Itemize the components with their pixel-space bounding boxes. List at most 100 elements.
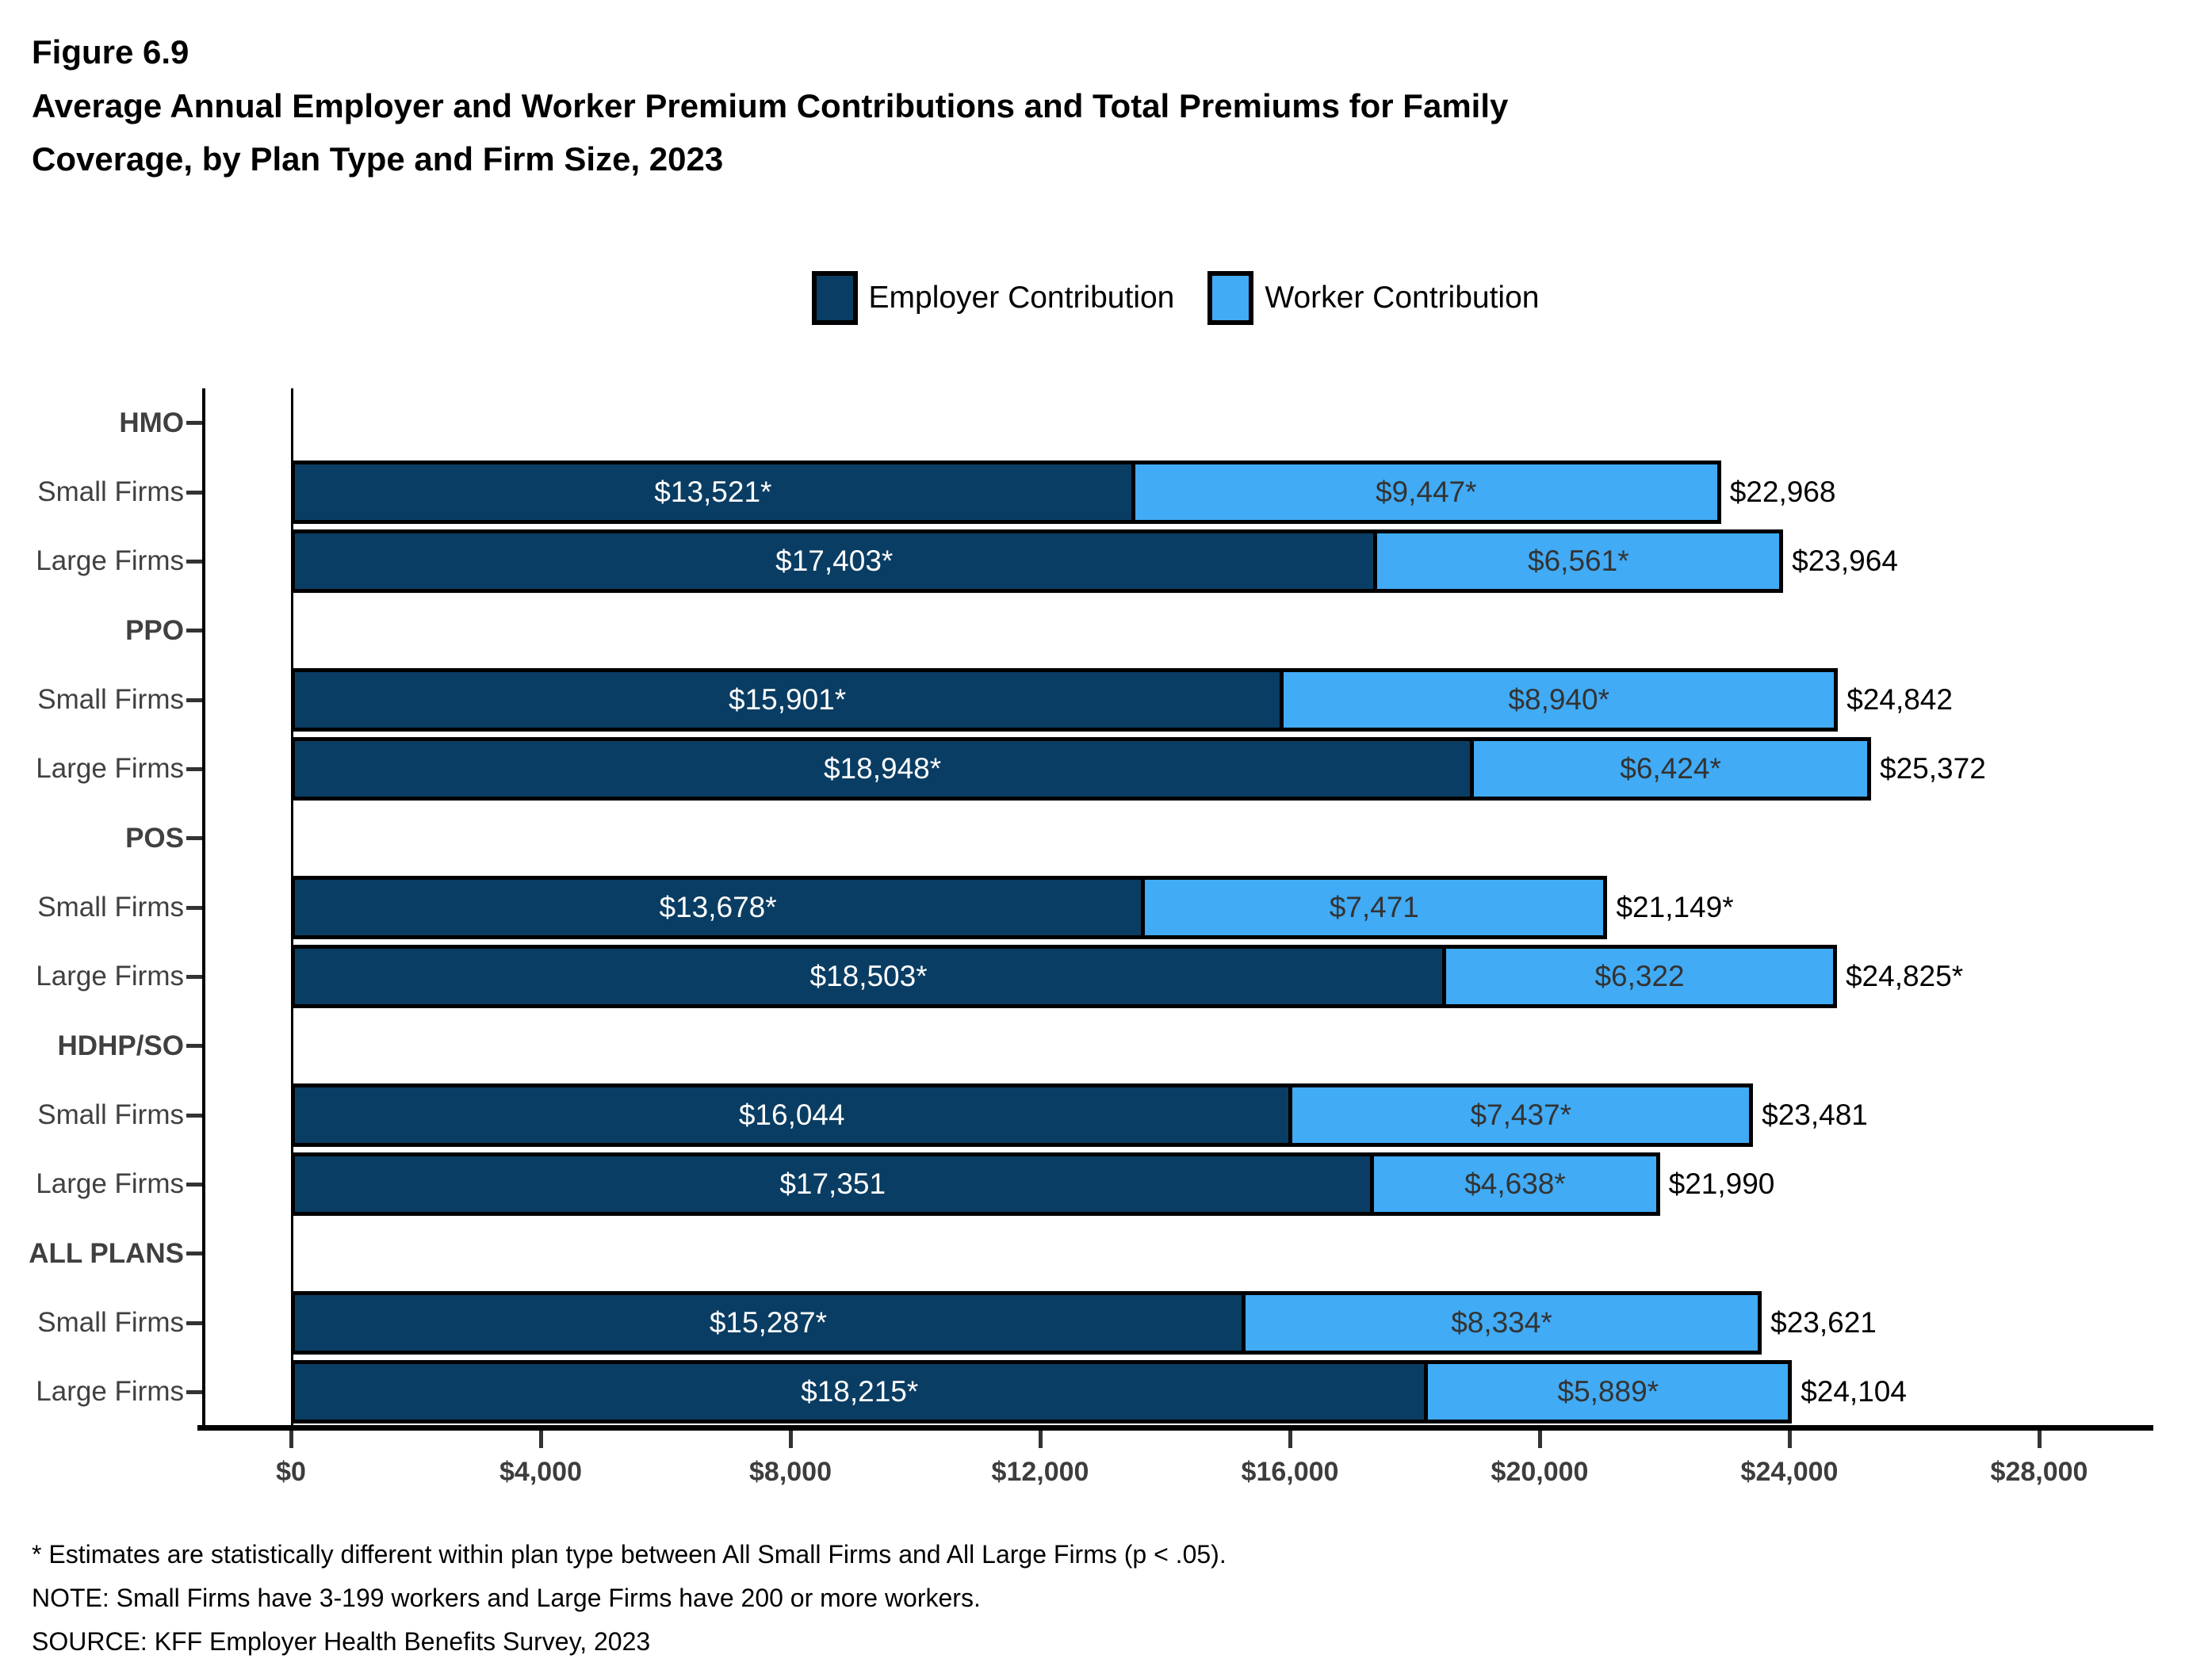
x-axis-tick: [1288, 1431, 1292, 1448]
x-axis-tick: [1537, 1431, 1542, 1448]
y-label-group: ALL PLANS: [29, 1237, 184, 1269]
total-premium-label: $21,990: [1668, 1167, 1775, 1201]
y-axis-tick: [186, 974, 202, 979]
y-axis-tick: [186, 421, 202, 426]
worker-contribution-segment: $6,424*: [1470, 737, 1872, 801]
employer-contribution-segment: $17,351: [291, 1152, 1375, 1217]
total-premium-label: $22,968: [1729, 476, 1836, 508]
y-axis-tick: [186, 836, 202, 841]
plot-area: $13,521* $9,447* $22,968 $17,403* $6,561* $23…: [186, 388, 2153, 1487]
y-label-row: Large Firms: [36, 753, 184, 785]
y-axis-tick: [186, 1113, 202, 1118]
employer-contribution-segment: $15,287*: [291, 1291, 1246, 1355]
employer-contribution-segment: $18,503*: [291, 945, 1447, 1009]
employer-contribution-segment: $13,678*: [291, 876, 1146, 939]
y-axis-tick: [186, 559, 202, 564]
worker-contribution-segment: $6,561*: [1373, 529, 1784, 594]
employer-contribution-segment: $17,403*: [291, 529, 1378, 594]
bar-row: $18,948* $6,424*: [291, 737, 1872, 801]
title-block: Figure 6.9 Average Annual Employer and W…: [32, 33, 2093, 178]
x-axis-tick: [788, 1431, 793, 1448]
bar-row: $18,215* $5,889*: [291, 1360, 1793, 1424]
bar-row: $16,044 $7,437*: [291, 1083, 1754, 1147]
worker-contribution-segment: $5,889*: [1424, 1360, 1793, 1424]
y-label-group: POS: [125, 822, 184, 854]
footnote-source: SOURCE: KFF Employer Health Benefits Sur…: [32, 1627, 651, 1656]
x-axis-tick: [2037, 1431, 2042, 1448]
x-axis-tick-label: $28,000: [1990, 1457, 2088, 1487]
bar-row: $18,503* $6,322: [291, 945, 1837, 1009]
y-label-row: Large Firms: [36, 961, 184, 992]
bar-row: $15,901* $8,940*: [291, 668, 1839, 732]
y-label-group: HDHP/SO: [57, 1030, 184, 1061]
y-axis-tick: [186, 697, 202, 702]
chart-title-line-1: Average Annual Employer and Worker Premi…: [32, 87, 1509, 124]
x-axis-tick-label: $0: [276, 1457, 306, 1487]
total-premium-label: $23,621: [1770, 1306, 1877, 1339]
worker-swatch-icon: [1207, 271, 1254, 325]
worker-contribution-segment: $6,322: [1442, 945, 1837, 1009]
footnote-note: NOTE: Small Firms have 3-199 workers and…: [32, 1584, 981, 1612]
total-premium-label: $23,481: [1762, 1099, 1868, 1131]
y-axis-tick: [186, 1182, 202, 1187]
chart-title-line-2: Coverage, by Plan Type and Firm Size, 20…: [32, 140, 724, 178]
x-axis-tick-label: $4,000: [499, 1457, 582, 1487]
x-axis-tick: [289, 1431, 293, 1448]
y-label-row: Large Firms: [36, 1376, 184, 1408]
x-axis-tick-label: $24,000: [1740, 1457, 1839, 1487]
x-axis-tick: [1787, 1431, 1792, 1448]
y-axis-tick: [186, 490, 202, 495]
employer-contribution-segment: $18,948*: [291, 737, 1475, 801]
legend: Employer Contribution Worker Contributio…: [202, 271, 2149, 325]
worker-contribution-segment: $7,437*: [1288, 1083, 1754, 1147]
x-axis-tick: [538, 1431, 543, 1448]
worker-contribution-segment: $8,940*: [1280, 668, 1839, 732]
y-label-row: Small Firms: [37, 476, 184, 507]
y-label-group: PPO: [125, 614, 184, 646]
total-premium-label: $21,149*: [1616, 891, 1734, 923]
bar-row: $17,403* $6,561*: [291, 529, 1784, 594]
worker-contribution-segment: $9,447*: [1131, 460, 1721, 524]
employer-contribution-segment: $15,901*: [291, 668, 1284, 732]
bar-row: $13,678* $7,471: [291, 876, 1608, 939]
y-axis-tick: [186, 1389, 202, 1394]
x-axis-tick-label: $8,000: [749, 1457, 832, 1487]
legend-label-employer: Employer Contribution: [868, 281, 1175, 315]
figure-label: Figure 6.9: [32, 33, 189, 71]
footnotes: * Estimates are statistically different …: [32, 1539, 2172, 1670]
x-axis-line: [197, 1425, 2153, 1431]
x-axis-tick-label: $16,000: [1241, 1457, 1339, 1487]
total-premium-label: $24,825*: [1845, 960, 1964, 993]
employer-contribution-segment: $18,215*: [291, 1360, 1429, 1424]
y-label-row: Large Firms: [36, 545, 184, 577]
worker-contribution-segment: $7,471: [1141, 876, 1608, 939]
y-axis-tick: [186, 1044, 202, 1049]
y-axis-tick: [186, 629, 202, 633]
bar-row: $13,521* $9,447*: [291, 460, 1721, 524]
legend-item-worker: Worker Contribution: [1207, 271, 1539, 325]
employer-contribution-segment: $16,044: [291, 1083, 1293, 1147]
y-axis-labels: HMO Small Firms Large Firms PPO Small Firms L…: [0, 388, 184, 1427]
total-premium-label: $23,964: [1792, 545, 1898, 578]
y-label-group: HMO: [119, 407, 184, 438]
y-label-row: Small Firms: [37, 684, 184, 715]
y-axis-tick: [186, 1320, 202, 1325]
y-label-row: Small Firms: [37, 1099, 184, 1130]
employer-swatch-icon: [811, 271, 858, 325]
x-axis-tick-label: $20,000: [1491, 1457, 1589, 1487]
y-axis-tick: [186, 905, 202, 910]
total-premium-label: $24,104: [1801, 1375, 1907, 1408]
bar-row: $15,287* $8,334*: [291, 1291, 1762, 1355]
bar-row: $17,351 $4,638*: [291, 1152, 1660, 1217]
y-label-row: Small Firms: [37, 892, 184, 923]
total-premium-label: $25,372: [1880, 752, 1986, 785]
total-premium-label: $24,842: [1847, 683, 1953, 716]
y-axis-line: [202, 388, 205, 1427]
x-axis-tick-label: $12,000: [991, 1457, 1089, 1487]
worker-contribution-segment: $8,334*: [1241, 1291, 1762, 1355]
employer-contribution-segment: $13,521*: [291, 460, 1135, 524]
y-label-row: Large Firms: [36, 1168, 184, 1200]
legend-item-employer: Employer Contribution: [811, 271, 1175, 325]
y-label-row: Small Firms: [37, 1307, 184, 1338]
